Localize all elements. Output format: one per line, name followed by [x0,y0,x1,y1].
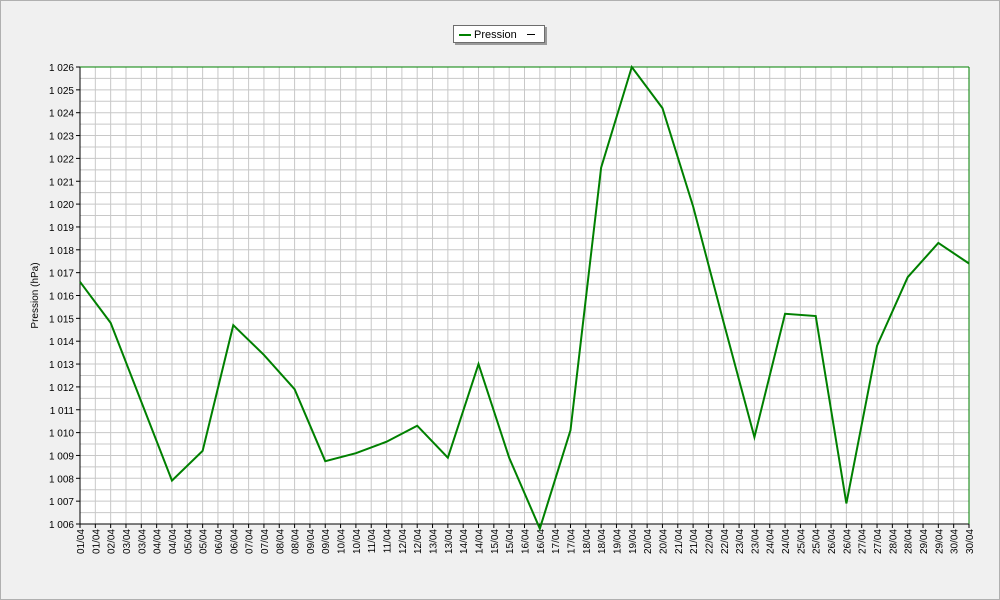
x-tick-label: 14/04 [459,529,470,554]
x-tick-label: 03/04 [122,529,133,554]
y-tick-label: 1 013 [49,360,74,371]
legend-swatch-pression [459,34,471,36]
legend-label-pression: Pression [474,29,517,41]
x-tick-label: 29/04 [919,529,930,554]
x-tick-label: 04/04 [153,529,164,554]
y-tick-label: 1 014 [49,337,74,348]
x-tick-label: 24/04 [766,529,777,554]
x-tick-label: 12/04 [413,529,424,554]
x-tick-label: 03/04 [137,529,148,554]
x-tick-label: 15/04 [505,529,516,554]
y-tick-label: 1 007 [49,497,74,508]
x-tick-label: 17/04 [566,529,577,554]
x-tick-label: 21/04 [689,529,700,554]
x-tick-label: 13/04 [444,529,455,554]
x-tick-label: 26/04 [842,529,853,554]
x-tick-label: 22/04 [720,529,731,554]
y-axis-ticks: 1 006 1 007 1 008 1 009 1 010 1 011 1 012 1 013… [49,63,80,531]
x-tick-label: 08/04 [275,529,286,554]
series [79,64,970,532]
x-tick-label: 09/04 [306,529,317,554]
x-tick-label: 10/04 [337,529,348,554]
y-tick-label: 1 019 [49,223,74,234]
x-tick-label: 25/04 [812,529,823,554]
y-tick-label: 1 021 [49,177,74,188]
y-tick-label: 1 020 [49,200,74,211]
x-tick-label: 22/04 [704,529,715,554]
y-tick-label: 1 026 [49,63,74,74]
y-tick-label: 1 015 [49,314,74,325]
x-tick-label: 02/04 [107,529,118,554]
x-tick-label: 11/04 [367,529,378,554]
x-tick-label: 27/04 [873,529,884,554]
x-tick-label: 07/04 [260,529,271,554]
x-tick-label: 19/04 [628,529,639,554]
x-tick-label: 28/04 [904,529,915,554]
y-axis-label: Pression (hPa) [30,262,41,328]
y-tick-label: 1 022 [49,154,74,165]
y-tick-label: 1 012 [49,383,74,394]
x-tick-label: 11/04 [383,529,394,554]
x-tick-label: 21/04 [674,529,685,554]
y-tick-label: 1 006 [49,520,74,531]
series-line-pression [79,64,970,532]
x-axis-ticks: 01/04 01/04 02/04 03/04 03/04 04/04 04/04 05/04… [76,524,976,554]
x-tick-label: 18/04 [597,529,608,554]
x-tick-label: 25/04 [796,529,807,554]
x-tick-label: 30/04 [965,529,976,554]
x-tick-label: 17/04 [551,529,562,554]
y-tick-label: 1 016 [49,292,74,303]
y-tick-label: 1 008 [49,474,74,485]
x-tick-label: 18/04 [582,529,593,554]
legend: Pression [453,25,545,43]
x-tick-label: 23/04 [735,529,746,554]
x-tick-label: 19/04 [612,529,623,554]
x-tick-label: 24/04 [781,529,792,554]
x-tick-label: 10/04 [352,529,363,554]
x-tick-label: 26/04 [827,529,838,554]
y-tick-label: 1 017 [49,269,74,280]
x-tick-label: 07/04 [245,529,256,554]
x-tick-label: 12/04 [398,529,409,554]
x-tick-label: 05/04 [199,529,210,554]
y-tick-label: 1 011 [50,406,75,417]
y-tick-label: 1 024 [49,109,74,120]
y-tick-label: 1 025 [49,86,74,97]
x-tick-label: 06/04 [229,529,240,554]
grid [79,66,970,525]
x-tick-label: 27/04 [858,529,869,554]
y-tick-label: 1 009 [49,451,74,462]
y-tick-label: 1 018 [49,246,74,257]
x-tick-label: 13/04 [429,529,440,554]
x-tick-label: 20/04 [643,529,654,554]
x-tick-label: 05/04 [183,529,194,554]
x-tick-label: 23/04 [750,529,761,554]
x-tick-label: 28/04 [888,529,899,554]
x-tick-label: 15/04 [490,529,501,554]
x-tick-label: 16/04 [521,529,532,554]
y-tick-label: 1 023 [49,132,74,143]
x-tick-label: 04/04 [168,529,179,554]
x-tick-label: 16/04 [536,529,547,554]
x-tick-label: 09/04 [321,529,332,554]
x-tick-label: 14/04 [475,529,486,554]
legend-dash [527,34,535,35]
x-tick-label: 06/04 [214,529,225,554]
x-tick-label: 01/04 [76,529,87,554]
x-tick-label: 20/04 [658,529,669,554]
y-tick-label: 1 010 [49,429,74,440]
x-tick-label: 29/04 [934,529,945,554]
x-tick-label: 30/04 [950,529,961,554]
x-tick-label: 01/04 [91,529,102,554]
x-tick-label: 08/04 [291,529,302,554]
